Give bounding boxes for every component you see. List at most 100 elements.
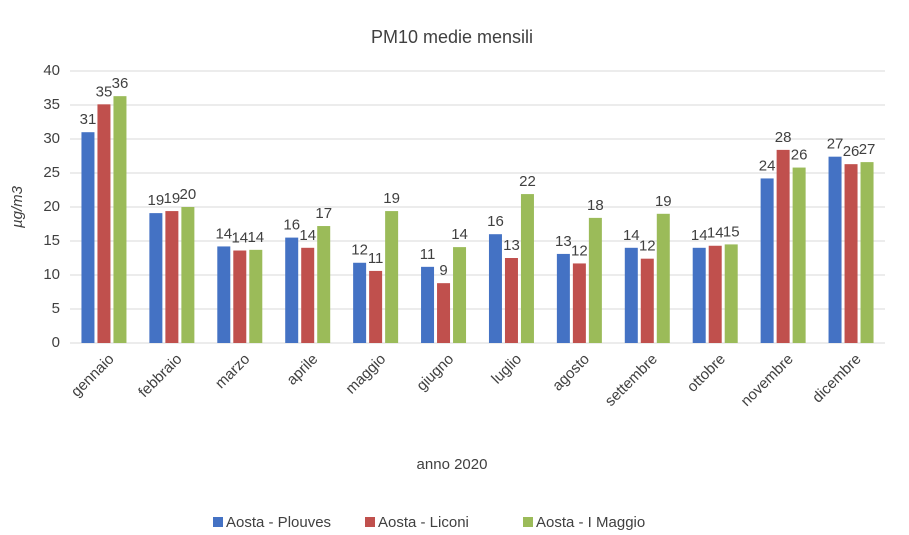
y-tick-label: 30: [43, 130, 60, 147]
x-tick-label: dicembre: [809, 351, 865, 407]
data-label: 13: [503, 237, 520, 254]
y-tick-label: 15: [43, 232, 60, 249]
data-label: 27: [827, 136, 844, 153]
data-label: 19: [383, 190, 400, 207]
bar: [656, 213, 670, 343]
data-label: 14: [451, 226, 468, 243]
legend-label: Aosta - I Maggio: [536, 514, 645, 531]
data-label: 18: [587, 197, 604, 214]
x-tick-label: giugno: [413, 351, 457, 395]
bar: [353, 262, 367, 343]
legend-label: Aosta - Plouves: [226, 514, 331, 531]
x-tick-label: febbraio: [135, 351, 185, 401]
bar: [317, 226, 331, 343]
bar: [588, 217, 602, 343]
bar: [301, 247, 315, 343]
data-label: 36: [112, 75, 129, 92]
x-axis-label: anno 2020: [417, 456, 488, 473]
bar: [285, 237, 299, 343]
bar: [692, 247, 706, 343]
bar: [504, 258, 518, 343]
bar: [488, 234, 502, 343]
data-label: 19: [148, 192, 165, 209]
data-label: 14: [299, 227, 316, 244]
bar: [792, 167, 806, 343]
bar: [233, 250, 247, 343]
y-tick-label: 35: [43, 96, 60, 113]
bar: [624, 247, 638, 343]
x-tick-label: novembre: [738, 351, 797, 410]
bar: [760, 178, 774, 343]
x-tick-label: marzo: [212, 351, 253, 392]
x-tick-label: gennaio: [68, 351, 118, 401]
x-tick-label: ottobre: [684, 351, 729, 396]
bar: [249, 249, 263, 343]
bar: [708, 245, 722, 343]
x-tick-label: aprile: [283, 351, 321, 389]
chart-title: PM10 medie mensili: [371, 27, 533, 47]
bar: [776, 149, 790, 343]
legend-swatch: [365, 517, 375, 527]
data-label: 28: [775, 129, 792, 146]
data-label: 15: [723, 223, 740, 240]
bar: [217, 246, 231, 343]
x-tick-label: agosto: [549, 351, 593, 395]
x-tick-label: settembre: [602, 351, 661, 410]
data-label: 12: [571, 242, 588, 259]
data-label: 31: [80, 111, 97, 128]
y-tick-label: 25: [43, 164, 60, 181]
legend-label: Aosta - Liconi: [378, 514, 469, 531]
y-tick-label: 5: [52, 300, 60, 317]
bar: [165, 211, 179, 343]
bar: [113, 96, 127, 343]
bar: [860, 162, 874, 343]
bar: [724, 244, 738, 343]
data-label: 35: [96, 83, 113, 100]
y-axis-label: µg/m3: [9, 185, 26, 228]
bar: [181, 207, 195, 343]
data-label: 16: [283, 217, 300, 234]
data-label: 14: [247, 229, 264, 246]
data-label: 11: [420, 246, 436, 263]
x-tick-label: luglio: [488, 351, 525, 388]
data-label: 12: [639, 238, 656, 255]
data-label: 22: [519, 173, 536, 190]
data-label: 12: [351, 242, 368, 259]
data-label: 20: [180, 186, 197, 203]
bar: [385, 211, 399, 343]
bar: [369, 270, 383, 343]
data-label: 11: [368, 250, 384, 267]
data-label: 9: [439, 262, 447, 279]
data-label: 26: [843, 143, 860, 160]
legend-swatch: [523, 517, 533, 527]
data-label: 17: [315, 205, 332, 222]
data-label: 14: [691, 227, 708, 244]
bar: [640, 258, 654, 343]
bar: [421, 266, 435, 343]
data-label: 14: [707, 225, 724, 242]
bar: [556, 253, 570, 343]
data-label: 26: [791, 147, 808, 164]
y-tick-label: 10: [43, 266, 60, 283]
data-label: 19: [164, 190, 181, 207]
y-tick-label: 40: [43, 62, 60, 79]
bar: [453, 247, 467, 343]
data-label: 24: [759, 157, 776, 174]
bar: [520, 194, 534, 343]
bar: [81, 132, 95, 343]
y-tick-label: 0: [52, 334, 60, 351]
data-label: 16: [487, 213, 504, 230]
data-label: 19: [655, 193, 672, 210]
bar: [437, 283, 451, 343]
x-tick-label: maggio: [342, 351, 389, 398]
data-label: 14: [231, 229, 248, 246]
data-label: 27: [859, 141, 876, 158]
data-label: 13: [555, 233, 572, 250]
data-label: 14: [215, 225, 232, 242]
data-label: 14: [623, 227, 640, 244]
bar: [572, 263, 586, 343]
bar: [149, 213, 163, 343]
bar: [844, 164, 858, 343]
bar: [97, 104, 111, 343]
